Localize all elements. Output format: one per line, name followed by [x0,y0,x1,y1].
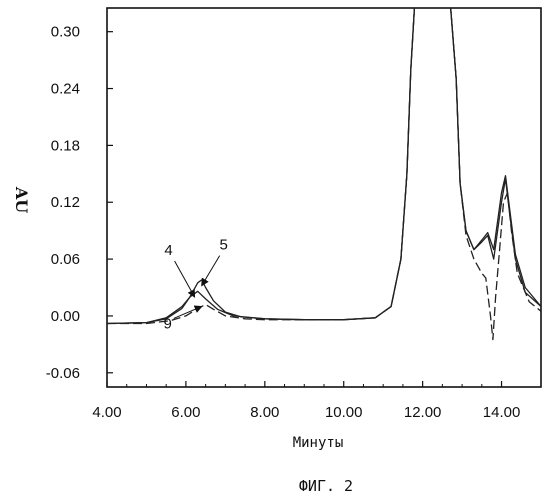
y-axis-label: AU [12,186,31,213]
y-tick-label: 0.00 [51,308,80,325]
annotation-9-arrow [174,306,202,318]
annotation-4-arrow [175,261,195,297]
y-tick-label: 0.24 [51,81,80,98]
x-tick-label: 10.00 [325,404,363,421]
annotation-5-arrow [202,256,220,286]
annotation-5-label: 5 [220,237,228,254]
annotations-group: 4 5 9 [164,237,228,333]
axis-ticks-group: 4.00 6.00 8.00 10.00 12.00 14.00 -0.06 0.00 0.06… [46,24,521,421]
y-tick-label: -0.06 [46,365,80,382]
plot-frame-group [107,8,541,387]
figure-caption: ФИГ. 2 [299,477,353,495]
x-axis-label: Минуты [293,435,344,451]
series-5-line [107,3,541,323]
annotation-9-label: 9 [164,315,172,332]
plot-border [107,8,541,387]
y-tick-label: 0.12 [51,194,80,211]
series-9-line [107,3,541,339]
x-tick-label: 8.00 [250,404,279,421]
y-tick-label: 0.06 [51,251,80,268]
series-4-line [107,3,541,323]
y-tick-label: 0.18 [51,137,80,154]
x-tick-label: 6.00 [171,404,200,421]
annotation-4-label: 4 [164,242,172,259]
x-tick-label: 14.00 [483,404,521,421]
series-group [107,3,541,339]
y-tick-label: 0.30 [51,24,80,41]
x-tick-label: 4.00 [92,404,121,421]
x-tick-label: 12.00 [404,404,442,421]
